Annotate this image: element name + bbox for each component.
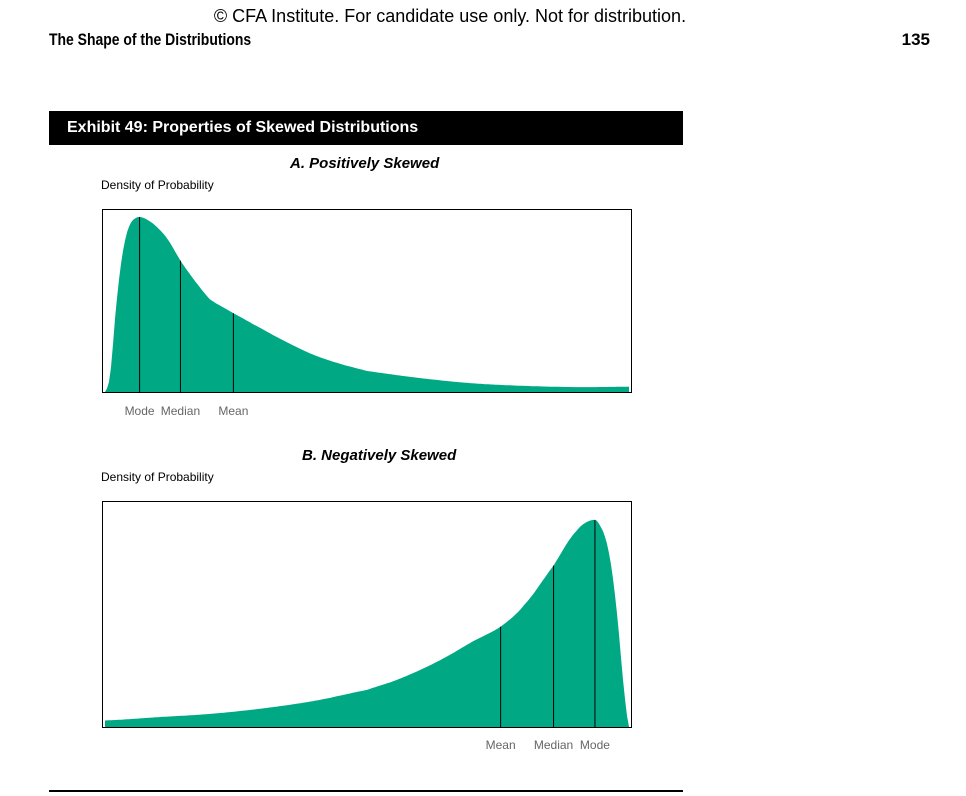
- chart-a-mode-label: Mode: [124, 404, 155, 418]
- chart-b-density-area: [105, 519, 629, 727]
- chart-a-mean-label: Mean: [218, 404, 249, 418]
- chart-b-median-label: Median: [533, 738, 574, 752]
- chart-a-title: A. Positively Skewed: [290, 155, 440, 172]
- chart-b-mode-label: Mode: [579, 738, 610, 752]
- exhibit-header: Exhibit 49: Properties of Skewed Distrib…: [49, 111, 683, 145]
- exhibit-title: Exhibit 49: Properties of Skewed Distrib…: [67, 119, 419, 136]
- bottom-rule: [49, 790, 683, 792]
- chart-b-frame: [102, 501, 632, 728]
- section-title: The Shape of the Distributions: [49, 30, 252, 49]
- chart-b-ylabel: Density of Probability: [101, 470, 214, 484]
- chart-a: [102, 209, 632, 393]
- copyright-notice: © CFA Institute. For candidate use only.…: [213, 6, 687, 26]
- page-number: 135: [901, 30, 930, 49]
- chart-a-frame: [102, 209, 632, 393]
- chart-a-density-area: [105, 216, 629, 392]
- chart-b-mean-label: Mean: [485, 738, 516, 752]
- chart-a-median-label: Median: [160, 404, 201, 418]
- chart-a-ylabel: Density of Probability: [101, 178, 214, 192]
- chart-b: [102, 501, 632, 728]
- chart-b-title: B. Negatively Skewed: [302, 447, 457, 464]
